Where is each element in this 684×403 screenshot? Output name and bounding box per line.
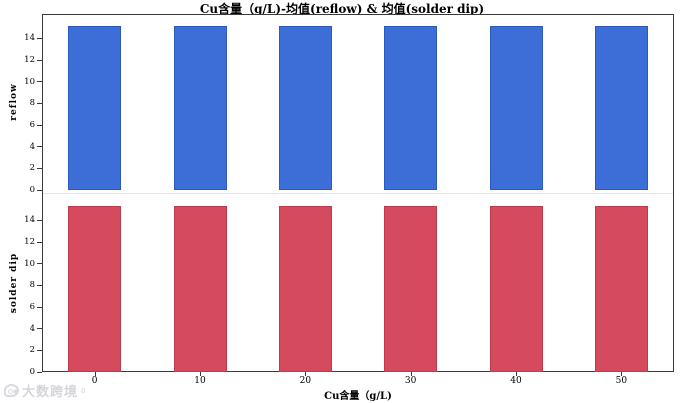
- y-tick: [37, 263, 42, 265]
- x-tick: [516, 372, 517, 376]
- bar-solder-dip: [384, 206, 438, 372]
- watermark-logo-icon: [4, 384, 19, 397]
- y-tick-label: 8: [29, 98, 35, 109]
- bar-solder-dip: [594, 206, 648, 372]
- bar-reflow: [489, 26, 543, 190]
- watermark-text: 大数跨境: [22, 385, 79, 400]
- x-tick: [621, 372, 623, 376]
- bar-reflow: [173, 26, 227, 190]
- bar-solder-dip: [68, 206, 122, 372]
- y-tick: [37, 241, 42, 243]
- y-tick: [37, 81, 42, 83]
- bar-reflow: [68, 26, 122, 190]
- x-tick-label: 10: [194, 376, 206, 386]
- x-tick-label: 20: [299, 376, 312, 386]
- y-tick-label: 14: [24, 215, 35, 226]
- y-tick: [37, 37, 42, 39]
- y-tick: [37, 306, 42, 308]
- x-tick: [94, 372, 96, 376]
- watermark-sup: 0: [81, 386, 86, 395]
- watermark: 大数跨境 0: [4, 381, 85, 400]
- x-tick-label: 50: [615, 376, 628, 386]
- y-tick-label: 2: [29, 163, 35, 174]
- x-tick: [410, 372, 412, 376]
- y-tick-label: 0: [29, 367, 35, 377]
- x-tick: [305, 372, 307, 376]
- bar-solder-dip: [173, 206, 227, 372]
- y-tick-label: 10: [24, 258, 35, 269]
- x-axis-title: Cu含量（g/L): [324, 391, 392, 402]
- y-tick-label: 6: [29, 120, 35, 131]
- bar-reflow: [384, 26, 438, 190]
- y-tick: [37, 219, 42, 221]
- y-tick-label: 4: [29, 141, 35, 152]
- y-tick: [37, 371, 42, 373]
- y-tick-label: 8: [29, 280, 35, 291]
- y-tick-label: 4: [29, 323, 35, 334]
- y-tick-label: 10: [24, 76, 35, 87]
- y-tick-label: 0: [29, 185, 35, 195]
- chart-title: Cu含量（g/L)-均值(reflow) & 均值(solder dip): [199, 2, 485, 16]
- panel-separator: [43, 193, 673, 194]
- y-tick: [37, 124, 42, 126]
- bar-reflow: [278, 26, 332, 190]
- y-tick: [37, 146, 42, 148]
- y-tick: [37, 328, 42, 330]
- y-tick: [37, 102, 42, 104]
- y-tick-label: 12: [24, 237, 35, 248]
- y-tick-label: 2: [29, 345, 35, 356]
- bar-reflow: [594, 26, 648, 190]
- y-tick: [37, 284, 42, 286]
- y-tick-label: 6: [29, 302, 35, 313]
- y-tick: [37, 59, 42, 61]
- bar-solder-dip: [489, 206, 543, 372]
- y-tick: [37, 189, 42, 191]
- bar-solder-dip: [278, 206, 332, 372]
- x-tick-label: 30: [404, 376, 417, 386]
- x-tick-label: 40: [510, 376, 522, 386]
- y-tick-label: 14: [24, 33, 35, 44]
- y-tick: [37, 167, 42, 169]
- y-tick: [37, 349, 42, 351]
- y-tick-label: 12: [24, 55, 35, 66]
- x-tick: [200, 372, 201, 376]
- x-tick-label: 0: [91, 376, 98, 386]
